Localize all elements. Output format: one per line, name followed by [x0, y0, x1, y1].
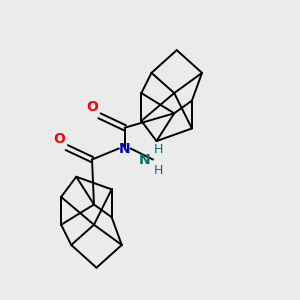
Text: H: H [154, 143, 163, 156]
Text: O: O [53, 132, 65, 146]
Text: N: N [139, 152, 151, 167]
Text: O: O [86, 100, 98, 114]
Text: H: H [154, 164, 163, 177]
Text: N: N [119, 142, 130, 155]
